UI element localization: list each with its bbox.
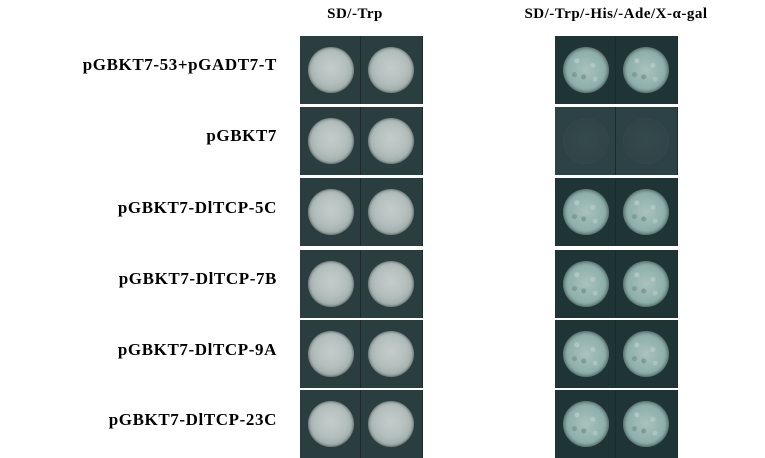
plate-sd-quad-row-4 [555,250,678,318]
plate-sd-trp-row-3 [300,178,423,246]
colony-spot [368,189,414,235]
plate-divider [615,320,616,388]
plate-divider [615,178,616,246]
colony-spot [563,261,609,307]
row-label-dltcp-23c: pGBKT7-DlTCP-23C [108,410,277,429]
colony-spot [623,261,669,307]
colony-spot [623,401,669,447]
plate-sd-trp-row-2 [300,107,423,175]
row-label-dltcp-9a: pGBKT7-DlTCP-9A [117,340,277,359]
colony-spot [308,47,354,93]
plate-sd-quad-row-3 [555,178,678,246]
plate-divider [615,250,616,318]
colony-spot [308,261,354,307]
plate-divider [360,36,361,104]
colony-spot [623,189,669,235]
colony-spot [308,118,354,164]
colony-spot [308,401,354,447]
plate-sd-quad-row-2 [555,107,678,175]
colony-spot [368,118,414,164]
plate-divider [360,178,361,246]
plate-divider [360,250,361,318]
colony-spot-empty [623,118,669,164]
plate-divider [360,390,361,458]
plate-sd-trp-row-6 [300,390,423,458]
colony-spot [563,331,609,377]
plate-divider [615,107,616,175]
row-label-dltcp-7b: pGBKT7-DlTCP-7B [118,269,277,288]
colony-spot [563,189,609,235]
plate-sd-quad-row-6 [555,390,678,458]
colony-spot [368,401,414,447]
row-label-dltcp-5c: pGBKT7-DlTCP-5C [117,198,277,217]
row-label-empty-vector: pGBKT7 [206,126,277,145]
colony-spot-empty [563,118,609,164]
colony-spot [623,331,669,377]
column-header-sd-trp: SD/-Trp [327,6,383,22]
plate-sd-trp-row-4 [300,250,423,318]
plate-sd-trp-row-5 [300,320,423,388]
colony-spot [563,401,609,447]
colony-spot [368,261,414,307]
colony-spot [623,47,669,93]
colony-spot [368,331,414,377]
column-header-sd-quad-dropout: SD/-Trp/-His/-Ade/X-α-gal [524,6,708,22]
plate-divider [360,107,361,175]
colony-spot [308,189,354,235]
plate-sd-quad-row-5 [555,320,678,388]
colony-spot [563,47,609,93]
row-label-positive-control: pGBKT7-53+pGADT7-T [82,55,277,74]
plate-sd-quad-row-1 [555,36,678,104]
colony-spot [308,331,354,377]
colony-spot [368,47,414,93]
plate-divider [615,390,616,458]
plate-divider [360,320,361,388]
plate-divider [615,36,616,104]
plate-sd-trp-row-1 [300,36,423,104]
